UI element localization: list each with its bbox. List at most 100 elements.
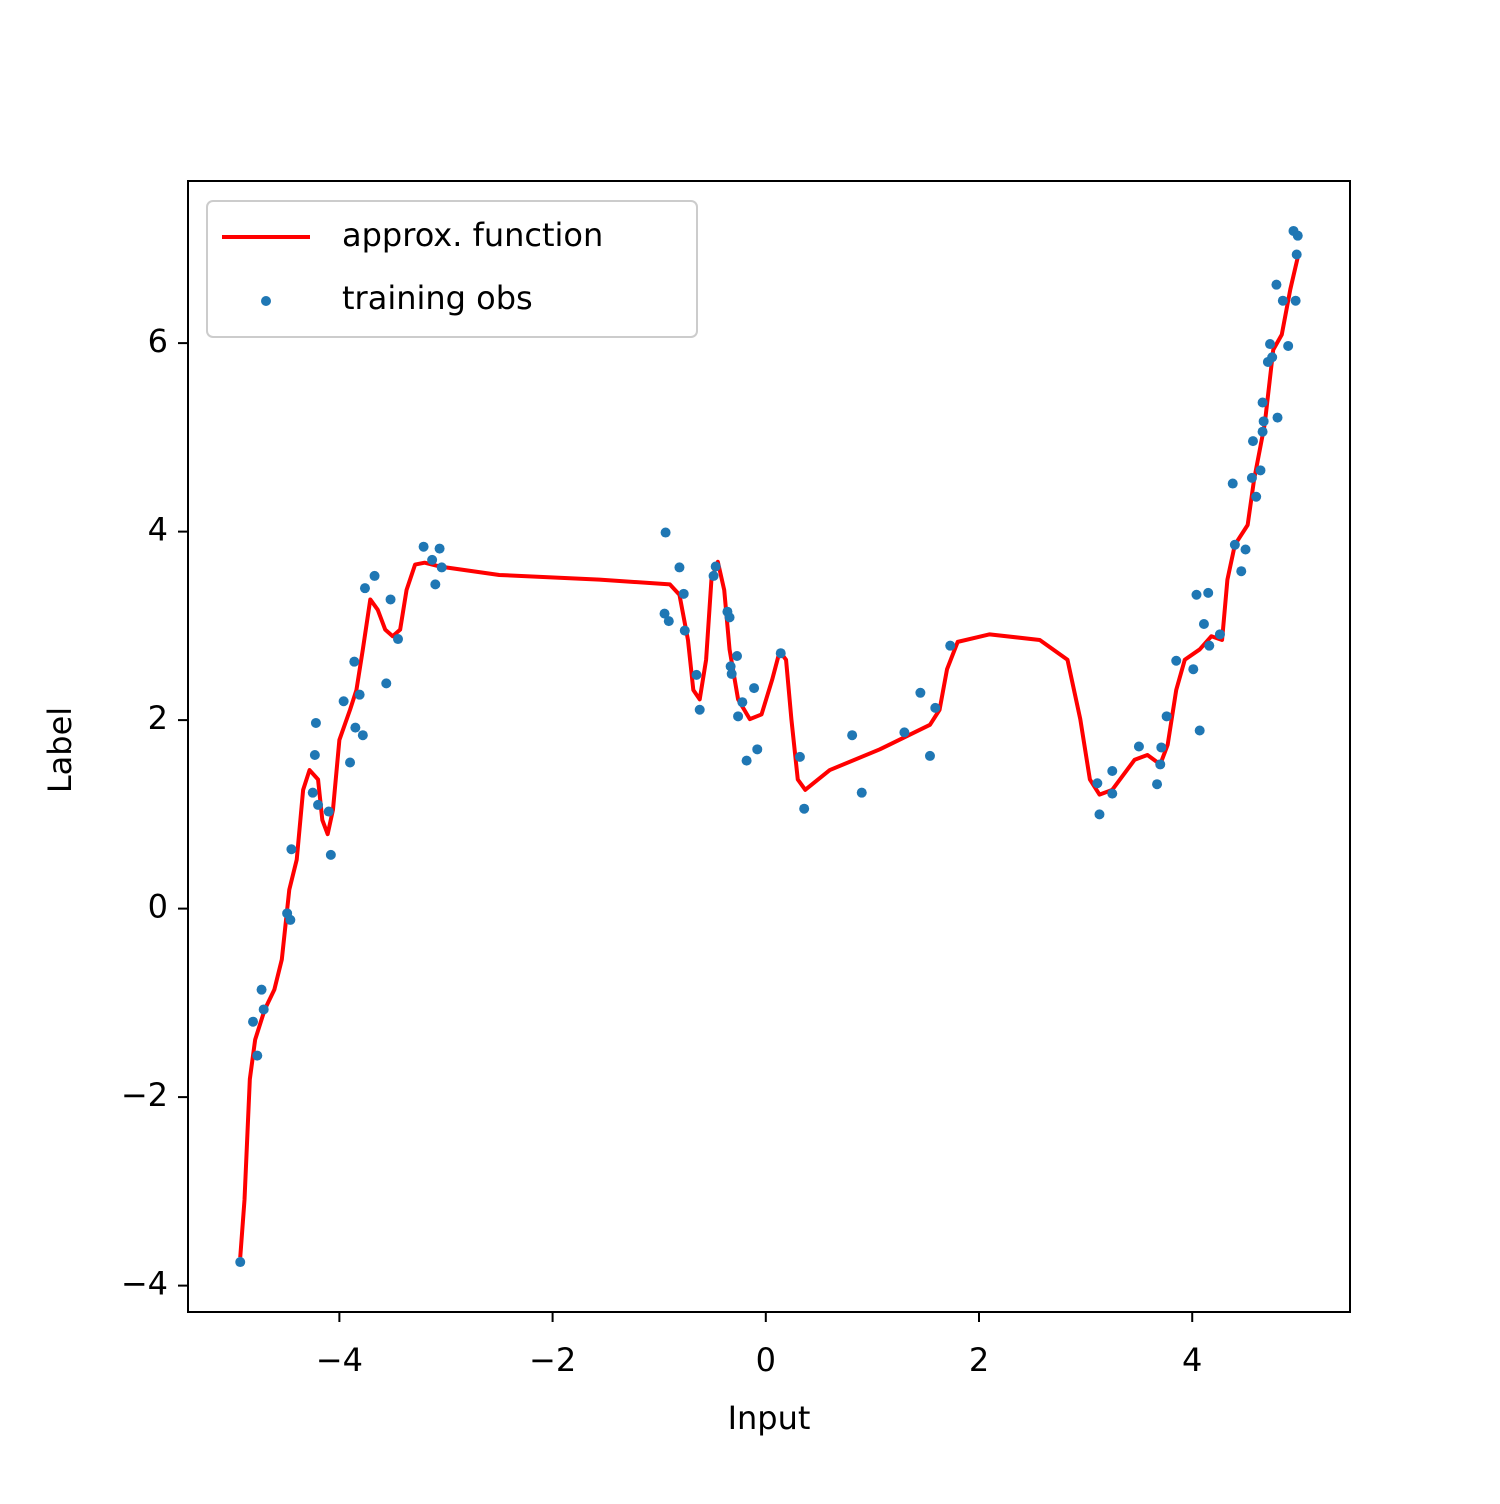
y-tick-label: 6 bbox=[148, 322, 168, 360]
observation-point bbox=[1257, 426, 1268, 437]
observation-point bbox=[310, 717, 321, 728]
observation-point bbox=[1156, 742, 1167, 753]
x-tick-label: 4 bbox=[1182, 1341, 1202, 1379]
observation-point bbox=[313, 799, 324, 810]
y-tick-label: 4 bbox=[148, 511, 168, 549]
observation-point bbox=[1277, 295, 1288, 306]
observation-point bbox=[436, 562, 447, 573]
observation-point bbox=[1251, 491, 1262, 502]
observation-point bbox=[674, 562, 685, 573]
observation-point bbox=[1133, 741, 1144, 752]
observation-point bbox=[1191, 589, 1202, 600]
observation-point bbox=[1229, 539, 1240, 550]
observation-point bbox=[325, 849, 336, 860]
legend-swatch bbox=[261, 296, 271, 306]
observation-point bbox=[1204, 640, 1215, 651]
y-tick-label: 0 bbox=[148, 888, 168, 926]
y-axis-label: Label bbox=[41, 707, 79, 793]
observation-point bbox=[307, 787, 318, 798]
observation-point bbox=[694, 704, 705, 715]
observation-point bbox=[1161, 711, 1172, 722]
y-tick-label: −4 bbox=[121, 1265, 168, 1303]
plot-frame bbox=[187, 180, 1351, 1313]
observation-point bbox=[1267, 352, 1278, 363]
observation-point bbox=[235, 1257, 246, 1268]
observation-point bbox=[930, 702, 941, 713]
observation-point bbox=[899, 727, 910, 738]
observation-point bbox=[659, 608, 670, 619]
legend-label: training obs bbox=[342, 279, 533, 317]
observation-point bbox=[1107, 788, 1118, 799]
legend-label: approx. function bbox=[342, 216, 603, 254]
observation-point bbox=[775, 648, 786, 659]
observation-point bbox=[354, 689, 365, 700]
observation-point bbox=[323, 806, 334, 817]
observation-point bbox=[427, 554, 438, 565]
observation-point bbox=[252, 1050, 263, 1061]
observation-point bbox=[1155, 759, 1166, 770]
x-tick-label: 2 bbox=[969, 1341, 989, 1379]
observation-point bbox=[359, 583, 370, 594]
observation-point bbox=[357, 730, 368, 741]
observation-point bbox=[434, 543, 445, 554]
observation-point bbox=[1271, 279, 1282, 290]
observation-point bbox=[1171, 655, 1182, 666]
observation-point bbox=[1092, 778, 1103, 789]
observation-point bbox=[1290, 295, 1301, 306]
observation-point bbox=[418, 541, 429, 552]
observation-point bbox=[350, 722, 361, 733]
observation-point bbox=[679, 625, 690, 636]
observation-point bbox=[1198, 618, 1209, 629]
x-axis-label: Input bbox=[728, 1399, 811, 1437]
observation-point bbox=[248, 1016, 259, 1027]
observation-point bbox=[732, 651, 743, 662]
observation-point bbox=[1292, 230, 1303, 241]
observation-point bbox=[256, 984, 267, 995]
observation-point bbox=[381, 678, 392, 689]
observation-point bbox=[1265, 339, 1276, 350]
observation-point bbox=[1188, 664, 1199, 675]
y-tick-label: −2 bbox=[121, 1076, 168, 1114]
observation-point bbox=[286, 844, 297, 855]
observation-point bbox=[1227, 478, 1238, 489]
observation-point bbox=[1291, 249, 1302, 260]
observation-point bbox=[737, 697, 748, 708]
observation-point bbox=[1236, 566, 1247, 577]
observation-point bbox=[915, 687, 926, 698]
observation-point bbox=[660, 527, 671, 538]
observation-point bbox=[726, 668, 737, 679]
observation-point bbox=[258, 1004, 269, 1015]
legend-box bbox=[206, 200, 698, 338]
observation-point bbox=[1240, 544, 1251, 555]
observation-point bbox=[724, 612, 735, 623]
observation-point bbox=[799, 803, 810, 814]
observation-point bbox=[385, 594, 396, 605]
observation-point bbox=[856, 787, 867, 798]
observation-point bbox=[1258, 416, 1269, 427]
observation-point bbox=[1203, 587, 1214, 598]
observation-point bbox=[794, 751, 805, 762]
observation-point bbox=[741, 755, 752, 766]
function-line bbox=[238, 256, 1300, 1258]
observation-point bbox=[1194, 725, 1205, 736]
observation-point bbox=[708, 570, 719, 581]
observation-point bbox=[733, 711, 744, 722]
observation-point bbox=[847, 730, 858, 741]
observation-point bbox=[1214, 629, 1225, 640]
observation-point bbox=[349, 656, 360, 667]
x-tick-label: −4 bbox=[316, 1341, 363, 1379]
observation-point bbox=[345, 757, 356, 768]
observation-point bbox=[285, 914, 296, 925]
observation-point bbox=[691, 669, 702, 680]
observation-point bbox=[924, 750, 935, 761]
observation-point bbox=[1152, 779, 1163, 790]
observation-point bbox=[1247, 436, 1258, 447]
observation-point bbox=[710, 561, 721, 572]
observation-point bbox=[752, 744, 763, 755]
observation-point bbox=[678, 588, 689, 599]
observation-point bbox=[369, 570, 380, 581]
x-tick-label: 0 bbox=[756, 1341, 776, 1379]
observation-point bbox=[945, 640, 956, 651]
